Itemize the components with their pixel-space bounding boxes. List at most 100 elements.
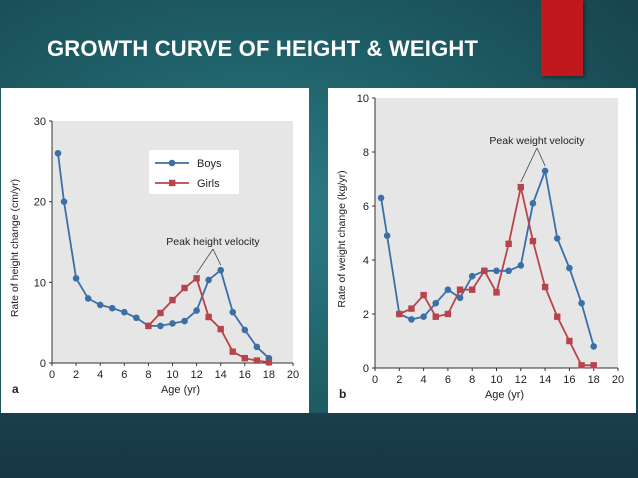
- x-tick-label: 18: [588, 374, 600, 386]
- data-point-girls: [420, 291, 427, 299]
- data-point-boys: [493, 267, 500, 275]
- x-tick-label: 0: [49, 369, 55, 381]
- data-point-girls: [157, 309, 164, 317]
- data-point-boys: [578, 299, 585, 307]
- data-point-girls: [181, 284, 188, 292]
- height-velocity-chart: 0 10 20 30 0 2 4 6 8 10 12 14 16 18 20 Age (yr) Rate of …: [9, 116, 299, 396]
- x-tick-label: 8: [469, 374, 475, 386]
- data-point-boys: [217, 266, 224, 274]
- x-tick-label: 18: [263, 369, 275, 381]
- y-tick-label: 10: [34, 277, 46, 289]
- y-tick-label: 30: [34, 116, 46, 128]
- data-point-boys: [529, 200, 537, 207]
- data-point-girls: [408, 305, 415, 312]
- data-point-girls: [169, 296, 176, 304]
- x-tick-label: 2: [396, 374, 402, 386]
- data-point-girls: [590, 362, 597, 369]
- data-point-boys: [432, 299, 440, 307]
- data-point-girls: [493, 289, 500, 296]
- x-tick-label: 0: [372, 374, 378, 386]
- x-tick-label: 2: [73, 369, 79, 381]
- data-point-girls: [241, 354, 248, 362]
- data-point-boys: [72, 275, 80, 282]
- data-point-boys: [229, 308, 237, 316]
- legend-box: [149, 150, 239, 194]
- data-point-boys: [517, 262, 525, 269]
- y-tick-label: 0: [40, 358, 46, 370]
- data-point-boys: [456, 294, 464, 302]
- peak-annotation: Peak weight velocity: [489, 135, 585, 147]
- data-point-boys: [157, 322, 164, 330]
- data-point-girls: [444, 310, 452, 318]
- data-point-girls: [566, 337, 573, 345]
- data-point-boys: [121, 308, 128, 316]
- x-axis-title: Age (yr): [485, 389, 524, 401]
- y-tick-label: 4: [363, 255, 369, 267]
- data-point-girls: [193, 275, 200, 282]
- data-point-girls: [469, 286, 476, 293]
- panel-label: b: [339, 387, 346, 401]
- y-axis-title: Rate of weight change (kg/yr): [336, 170, 348, 307]
- data-point-girls: [205, 313, 212, 321]
- x-tick-label: 20: [287, 369, 299, 381]
- data-point-girls: [396, 310, 403, 318]
- x-axis-title: Age (yr): [161, 384, 200, 396]
- weight-chart-panel: 0 2 4 6 8 10 0 2 4 6 8 10 12 14 16 18 20 Age (yr) Rate of …: [328, 88, 636, 413]
- data-point-boys: [468, 272, 476, 280]
- y-tick-label: 0: [363, 363, 369, 375]
- y-tick-label: 20: [34, 197, 46, 209]
- data-point-boys: [383, 232, 391, 239]
- annotation-pointer: [212, 248, 222, 266]
- data-point-boys: [444, 286, 452, 293]
- data-point-boys: [181, 317, 188, 325]
- annotation-pointer: [536, 147, 546, 167]
- data-point-girls: [481, 267, 488, 274]
- data-point-boys: [193, 307, 200, 314]
- x-tick-label: 4: [421, 374, 427, 386]
- panel-label: a: [12, 382, 19, 396]
- x-tick-label: 8: [145, 369, 151, 381]
- data-point-boys: [54, 149, 62, 157]
- data-point-boys: [205, 276, 212, 284]
- x-tick-label: 16: [563, 374, 575, 386]
- legend-marker-boys: [168, 159, 176, 167]
- data-point-girls: [145, 322, 152, 330]
- data-point-girls: [505, 240, 512, 247]
- legend-label-boys: Boys: [197, 158, 222, 170]
- data-point-boys: [377, 194, 385, 202]
- x-tick-label: 6: [121, 369, 127, 381]
- legend-marker-girls: [169, 179, 176, 187]
- data-point-boys: [108, 304, 116, 312]
- data-point-boys: [408, 316, 415, 323]
- data-point-boys: [590, 343, 597, 350]
- data-point-boys: [241, 326, 249, 334]
- plot-area: [375, 98, 618, 368]
- data-point-boys: [96, 301, 104, 309]
- data-point-boys: [133, 314, 140, 322]
- data-point-girls: [253, 357, 261, 364]
- data-point-boys: [84, 295, 92, 302]
- y-tick-label: 2: [363, 309, 369, 321]
- y-axis-title: Rate of height change (cm/yr): [9, 179, 21, 317]
- x-tick-label: 12: [190, 369, 202, 381]
- footer-band: [0, 413, 638, 478]
- y-tick-label: 6: [363, 201, 369, 213]
- data-point-girls: [229, 348, 236, 355]
- slide-title: GROWTH CURVE OF HEIGHT & WEIGHT: [47, 36, 479, 61]
- x-tick-label: 4: [97, 369, 103, 381]
- x-tick-label: 12: [515, 374, 527, 386]
- data-point-girls: [578, 362, 585, 369]
- y-tick-label: 8: [363, 147, 369, 159]
- x-tick-label: 6: [445, 374, 451, 386]
- data-point-girls: [456, 286, 464, 293]
- data-point-girls: [529, 237, 537, 245]
- legend-label-girls: Girls: [197, 178, 220, 190]
- annotation-pointer: [520, 147, 538, 183]
- data-point-boys: [253, 343, 261, 351]
- height-chart-panel: 0 10 20 30 0 2 4 6 8 10 12 14 16 18 20 Age (yr) Rate of …: [1, 88, 309, 413]
- x-tick-label: 20: [612, 374, 624, 386]
- data-point-girls: [541, 283, 549, 291]
- data-point-boys: [420, 313, 427, 320]
- x-tick-label: 10: [166, 369, 178, 381]
- annotation-pointer: [196, 248, 214, 274]
